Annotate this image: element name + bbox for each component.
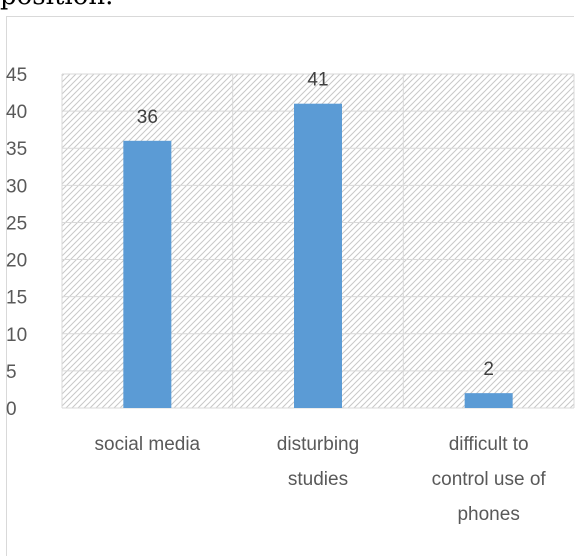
bar [464, 393, 513, 408]
y-tick-label: 10 [6, 325, 27, 346]
x-category-label: difficult to [449, 434, 529, 455]
bar [123, 140, 172, 409]
y-tick-label: 25 [6, 213, 27, 234]
y-tick-label: 40 [6, 102, 27, 123]
x-axis: social media disturbing studies difficult t… [95, 434, 547, 525]
data-label: 36 [137, 107, 158, 128]
data-labels: 36 41 2 [137, 70, 494, 380]
y-tick-label: 15 [6, 288, 27, 309]
y-tick-label: 35 [6, 139, 27, 160]
data-label: 41 [307, 70, 328, 91]
page-text-fragment: position. [0, 0, 113, 12]
y-tick-label: 0 [6, 399, 17, 420]
x-category-label: control use of [432, 469, 547, 490]
x-category-label: disturbing [277, 434, 359, 455]
y-tick-label: 45 [6, 65, 27, 86]
y-axis: 0 5 10 15 20 25 30 35 40 45 [6, 65, 27, 420]
x-category-label: studies [288, 469, 348, 490]
y-tick-label: 5 [6, 362, 17, 383]
x-category-label: phones [457, 504, 519, 525]
data-label: 2 [483, 359, 494, 380]
bar [294, 103, 342, 408]
y-tick-label: 30 [6, 176, 27, 197]
y-tick-label: 20 [6, 251, 27, 272]
bars [123, 103, 513, 409]
x-category-label: social media [95, 434, 201, 455]
